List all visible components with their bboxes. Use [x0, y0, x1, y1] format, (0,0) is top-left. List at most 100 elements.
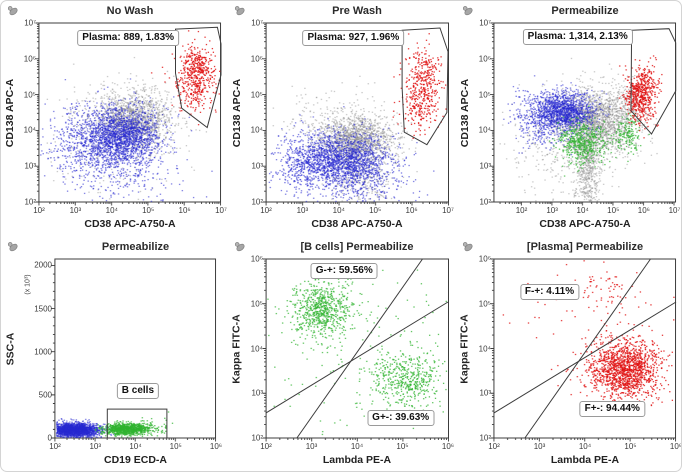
- plasma-gate[interactable]: [175, 26, 222, 129]
- y-tick-label: 1500: [34, 304, 52, 314]
- y-axis-label[interactable]: Kappa FITC-A: [458, 259, 472, 438]
- y-axis-label-text: Kappa FITC-A: [231, 313, 244, 384]
- gate-stat-label[interactable]: B cells: [116, 383, 160, 400]
- x-axis-label[interactable]: Lambda PE-A: [550, 454, 620, 466]
- plot-panel-plasma-kappa-lambda: [Plasma] Permeabilize10²10³10⁴10⁵10⁶10²1…: [456, 237, 682, 471]
- x-tick-label: 10⁵: [142, 206, 155, 215]
- x-tick-label: 10⁶: [669, 442, 682, 451]
- plot-panel-permeabilize-cd38: Permeabilize10²10³10⁴10⁵10⁶10⁷10²10³10⁴1…: [456, 1, 681, 237]
- y-axis-label-text: CD138 APC-A: [459, 78, 471, 147]
- plot-panel-pre-wash: Pre Wash10²10³10⁴10⁵10⁶10⁷10²10³10⁴10⁵10…: [228, 1, 456, 237]
- quadrant-line-shallow[interactable]: [493, 301, 677, 414]
- sample-tube-icon[interactable]: [6, 4, 19, 17]
- quadrant-line-steep[interactable]: [296, 258, 423, 439]
- x-axis-label[interactable]: CD38 APC-A750-A: [539, 218, 631, 230]
- x-tick-label: 10³: [89, 442, 102, 451]
- sample-tube-icon[interactable]: [461, 240, 474, 253]
- sample-tube-icon[interactable]: [233, 4, 246, 17]
- x-tick-label: 10⁷: [668, 206, 681, 215]
- gate-overlay: [401, 27, 449, 146]
- y-tick-label: 10²: [251, 433, 263, 443]
- plasma-gate[interactable]: [630, 28, 677, 135]
- y-tick-label: 10⁴: [478, 344, 491, 353]
- x-tick-label: 10²: [33, 206, 45, 215]
- x-tick-label: 10³: [533, 442, 546, 451]
- x-axis-label[interactable]: CD38 APC-A750-A: [84, 218, 176, 230]
- x-tick-label: 10⁴: [578, 442, 592, 451]
- y-tick-label: 10⁷: [251, 18, 263, 28]
- plasma-gate[interactable]: [401, 27, 449, 146]
- x-tick-label: 10⁴: [105, 206, 118, 215]
- y-tick-label: 10⁴: [250, 344, 263, 353]
- x-tick-label: 10⁷: [215, 206, 227, 215]
- x-axis-label[interactable]: CD19 ECD-A: [103, 454, 167, 466]
- gate-stat-label[interactable]: G-+: 59.56%: [310, 262, 378, 279]
- y-axis-label[interactable]: CD138 APC-A: [458, 23, 472, 202]
- y-axis-label[interactable]: SSC-A: [3, 259, 17, 438]
- y-tick-label: 10²: [251, 197, 263, 207]
- y-axis-label-text: Kappa FITC-A: [459, 313, 472, 384]
- y-tick-label: 10³: [251, 161, 263, 171]
- x-tick-label: 10²: [488, 442, 500, 451]
- x-tick-label: 10⁵: [369, 206, 382, 215]
- y-axis-label-text: CD138 APC-A: [231, 78, 243, 147]
- y-tick-label: 10⁴: [250, 125, 263, 135]
- sample-tube-icon[interactable]: [6, 240, 19, 253]
- y-tick-label: 10⁵: [478, 299, 491, 309]
- gate-overlay: [106, 408, 168, 439]
- gate-overlay: [175, 26, 222, 129]
- y-axis-label[interactable]: CD138 APC-A: [3, 23, 17, 202]
- x-tick-label: 10⁴: [576, 206, 589, 215]
- y-tick-label: 10⁵: [250, 90, 263, 100]
- quadrant-line-steep[interactable]: [524, 258, 651, 439]
- gate-stat-label[interactable]: Plasma: 927, 1.96%: [302, 30, 405, 47]
- x-tick-label: 10⁵: [396, 442, 409, 451]
- x-tick-label: 10³: [69, 206, 82, 215]
- y-tick-label: 1000: [34, 347, 52, 357]
- gate-overlay: [493, 258, 677, 439]
- x-tick-label: 10⁷: [442, 206, 454, 215]
- y-tick-label: 10⁷: [479, 18, 491, 28]
- y-tick-label: 10⁶: [478, 54, 491, 64]
- gate-stat-label[interactable]: G+-: 39.63%: [367, 410, 435, 427]
- y-tick-label: 10²: [479, 433, 491, 443]
- y-tick-label: 10⁶: [250, 254, 263, 264]
- y-axis-label[interactable]: CD138 APC-A: [230, 23, 244, 202]
- x-axis-label[interactable]: CD38 APC-A750-A: [311, 218, 403, 230]
- x-tick-label: 10³: [546, 206, 558, 215]
- y-tick-label: 10³: [479, 161, 491, 171]
- y-tick-label: 10³: [24, 161, 36, 171]
- y-axis-label[interactable]: Kappa FITC-A: [230, 259, 244, 438]
- y-tick-label: 10⁵: [478, 90, 491, 100]
- x-tick-label: 10⁶: [178, 206, 191, 215]
- x-tick-label: 10⁵: [624, 442, 637, 451]
- y-tick-label: 10⁴: [478, 125, 491, 135]
- y-tick-label: 10⁵: [250, 299, 263, 309]
- scatter-plot-canvas[interactable]: [456, 237, 681, 471]
- y-tick-label: 10²: [479, 197, 491, 207]
- gate-stat-label[interactable]: Plasma: 1,314, 2.13%: [522, 29, 633, 46]
- x-axis-label[interactable]: Lambda PE-A: [322, 454, 392, 466]
- quadrant-line-shallow[interactable]: [265, 301, 449, 414]
- plot-panel-no-wash: No Wash10²10³10⁴10⁵10⁶10⁷10²10³10⁴10⁵10⁶…: [1, 1, 228, 237]
- sample-tube-icon[interactable]: [233, 240, 246, 253]
- x-tick-label: 10²: [49, 442, 61, 451]
- scatter-plot-canvas[interactable]: [1, 237, 228, 471]
- b-cells-gate[interactable]: [106, 408, 168, 439]
- gate-stat-label[interactable]: F-+: 4.11%: [519, 284, 580, 301]
- gate-stat-label[interactable]: F+-: 94.44%: [579, 401, 645, 418]
- gate-stat-label[interactable]: Plasma: 889, 1.83%: [77, 30, 180, 47]
- x-tick-label: 10²: [260, 442, 272, 451]
- x-tick-label: 10⁶: [637, 206, 650, 215]
- x-tick-label: 10⁶: [441, 442, 455, 451]
- y-axis-label-text: CD138 APC-A: [4, 78, 16, 147]
- y-tick-label: 10⁶: [250, 54, 263, 64]
- x-tick-label: 10⁵: [169, 442, 182, 451]
- x-tick-label: 10⁴: [129, 442, 142, 451]
- sample-tube-icon[interactable]: [461, 4, 474, 17]
- y-tick-label: 10³: [479, 388, 491, 398]
- y-tick-label: 10²: [24, 197, 36, 207]
- y-tick-label: 10⁴: [23, 125, 36, 135]
- plot-panel-permeabilize-ssc: Permeabilize10²10³10⁴10⁵10⁶0500100015002…: [1, 237, 228, 471]
